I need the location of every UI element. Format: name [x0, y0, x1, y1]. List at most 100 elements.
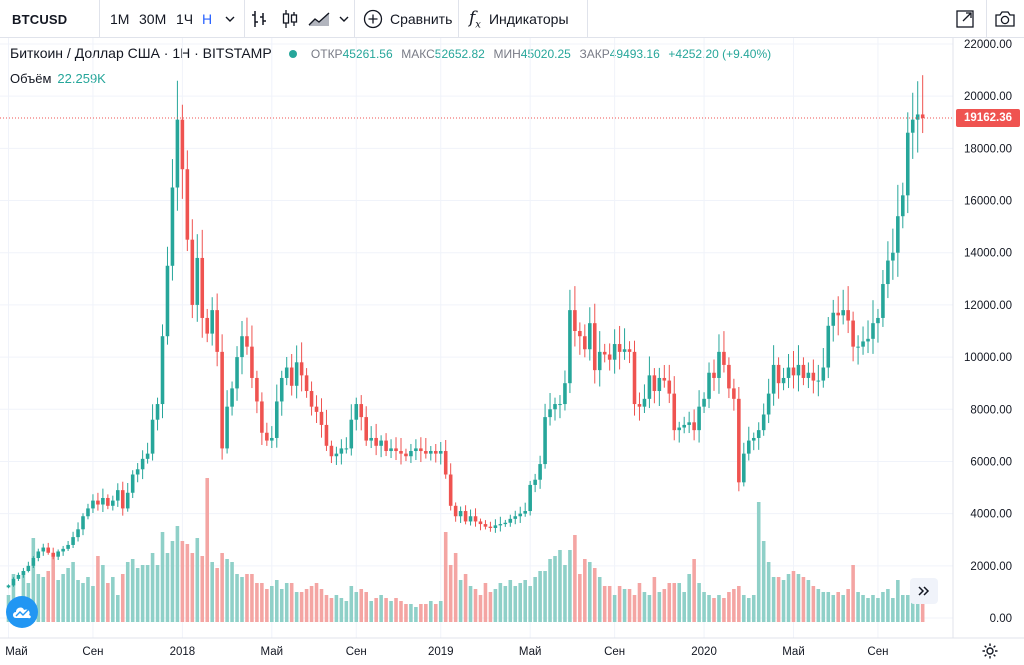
volume-bar — [791, 571, 796, 622]
volume-bar — [106, 583, 110, 622]
volume-bar — [438, 601, 443, 622]
candle-body — [746, 440, 751, 454]
compare-button[interactable]: Сравнить — [363, 0, 452, 38]
candle-body — [717, 351, 721, 378]
symbol-search-button[interactable]: BTCUSD — [12, 11, 68, 27]
x-tick-label: Сен — [346, 646, 367, 658]
volume-bar — [896, 580, 900, 622]
snapshot-button[interactable] — [992, 8, 1018, 30]
volume-bar — [369, 601, 373, 622]
chart-type-dropdown-button[interactable] — [338, 0, 350, 38]
candle-body — [871, 323, 875, 339]
candle-body — [677, 427, 682, 431]
volume-bar — [707, 595, 711, 622]
volume-bar — [617, 586, 622, 622]
candle-body — [742, 453, 746, 483]
high-value: 52652.82 — [434, 47, 485, 61]
area-icon — [308, 12, 330, 26]
candle-body — [294, 362, 299, 386]
candles-chart-type-button[interactable] — [281, 0, 299, 38]
candle-body — [200, 257, 205, 318]
candle-body — [101, 497, 105, 505]
candle-body — [364, 417, 368, 441]
series-title: Биткоин / Доллар США · 1Н · BITSTAMP — [10, 45, 272, 61]
volume-bar — [652, 577, 657, 622]
candle-body — [841, 310, 845, 316]
interval-30m-button[interactable]: 30М — [139, 11, 167, 27]
volume-bar — [314, 583, 319, 622]
volume-bar — [379, 595, 383, 622]
toolbar-divider — [458, 0, 459, 38]
volume-bar — [493, 589, 498, 622]
candle-body — [548, 409, 552, 418]
volume-bar — [56, 580, 60, 622]
candle-body — [493, 525, 498, 528]
tradingview-logo[interactable] — [6, 596, 38, 628]
close-value: 49493.16 — [609, 47, 660, 61]
compare-label: Сравнить — [390, 11, 453, 27]
time-axis[interactable]: Май Сен 2018 Май Сен 2019 Май Сен 2020 Май Сен — [5, 646, 888, 658]
interval-dropdown-button[interactable] — [224, 0, 236, 38]
volume-bar — [270, 586, 274, 622]
volume-bar — [568, 550, 572, 622]
indicators-button[interactable]: fx Индикаторы — [469, 0, 569, 38]
change-value: +4252.20 (+9.40%) — [668, 47, 772, 61]
volume-bar — [498, 583, 503, 622]
volume-bar — [876, 598, 880, 622]
volume-bar — [399, 601, 403, 622]
y-tick-label: 18000.00 — [964, 143, 1012, 155]
price-axis[interactable]: 0.00 2000.00 4000.00 6000.00 8000.00 10000.00… — [964, 39, 1012, 625]
fullscreen-button[interactable] — [953, 8, 977, 30]
candle-body — [409, 451, 413, 457]
volume-bar — [737, 586, 741, 622]
volume-bar — [592, 568, 597, 622]
candle-body — [125, 492, 130, 509]
open-value: 45261.56 — [342, 47, 393, 61]
candle-body — [498, 524, 503, 526]
volume-bar — [622, 589, 627, 622]
double-chevron-right-icon — [918, 586, 930, 596]
candle-body — [558, 404, 562, 406]
interval-1h-button[interactable]: 1Ч — [176, 11, 194, 27]
volume-bar — [821, 592, 826, 622]
candle-body — [707, 372, 711, 399]
volume-bar — [463, 574, 468, 622]
volume-bar — [751, 595, 756, 622]
volume-bar — [36, 574, 41, 622]
volume-bar — [851, 565, 855, 622]
volume-bar — [91, 586, 95, 622]
candle-body — [21, 571, 26, 575]
x-tick-label: 2020 — [691, 646, 717, 658]
volume-bar — [349, 586, 354, 622]
candle-body — [523, 511, 527, 514]
volume-bar — [602, 586, 607, 622]
price-chart[interactable]: 0.00 2000.00 4000.00 6000.00 8000.00 10000.00… — [0, 38, 1024, 665]
interval-1m-button[interactable]: 1М — [110, 11, 130, 27]
gear-icon — [982, 643, 998, 659]
candle-body — [811, 372, 816, 381]
volume-bar — [558, 550, 562, 622]
fx-icon: fx — [469, 8, 481, 30]
candle-body — [86, 508, 90, 517]
candle-body — [463, 511, 468, 522]
chart-settings-button[interactable] — [979, 640, 1001, 662]
volume-bar — [553, 556, 557, 622]
candle-body — [901, 195, 905, 217]
candle-body — [230, 388, 234, 407]
bars-chart-type-button[interactable] — [251, 0, 267, 38]
candle-body — [692, 422, 696, 431]
candle-body — [478, 521, 483, 525]
scroll-to-realtime-button[interactable] — [910, 578, 938, 604]
plus-circle-icon — [363, 9, 383, 29]
area-chart-type-button[interactable] — [308, 0, 330, 38]
volume-bar — [627, 589, 632, 622]
low-label: МИН — [493, 47, 521, 61]
interval-week-button[interactable]: Н — [202, 11, 213, 27]
x-tick-label: Май — [782, 646, 805, 658]
candle-body — [905, 132, 910, 196]
candle-body — [140, 458, 145, 470]
volume-bar — [419, 604, 423, 622]
candle-body — [145, 453, 150, 459]
toolbar-divider — [986, 0, 987, 38]
candle-body — [791, 367, 796, 376]
